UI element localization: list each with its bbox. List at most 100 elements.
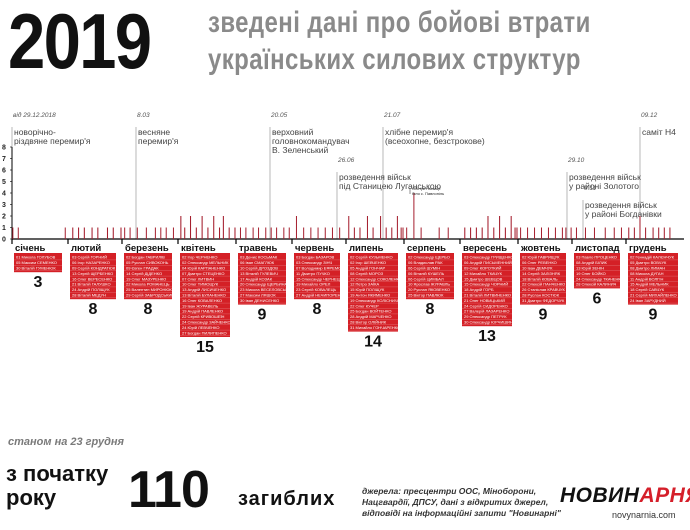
- bar-березень-14: [145, 227, 147, 239]
- bar-липень-25: [391, 227, 393, 239]
- name-entry: 22 Олексій ПАНЧЕНКО: [522, 282, 565, 287]
- name-entry: 15 Олександр ЧЕРНЕЦЬ: [296, 276, 343, 281]
- name-entry: 14 Сергій ДІДЕНКО: [126, 271, 162, 276]
- name-entry: 08 Дмитро ЛИМАН: [630, 266, 665, 271]
- bar-травень-10: [252, 227, 254, 239]
- bar-травень-23: [276, 227, 278, 239]
- name-entry: 06 Іван СМАГЛЮК: [240, 260, 275, 265]
- bar-листопад-8: [584, 227, 586, 239]
- site-url[interactable]: novynarnia.com: [612, 510, 676, 520]
- name-entry: 02 Ігор ШЕВЧЕНКО: [350, 260, 386, 265]
- event-text-2-1: головнокомандувач: [272, 136, 350, 146]
- bar-березень-22: [160, 227, 162, 239]
- name-entry: 07 Олег ЛИТВИН: [182, 276, 214, 281]
- event-text-6-1: у районі Золотого: [569, 181, 639, 191]
- bar-серпень-20: [438, 227, 440, 239]
- month-total-8: 13: [478, 328, 496, 345]
- year-title: 2019: [8, 0, 152, 85]
- name-entry: 31 Дмитро ФЕДОРЧУК: [522, 298, 565, 303]
- bar-вересень-3: [464, 227, 466, 239]
- bar-вересень-30: [516, 227, 518, 239]
- name-entry: 30 Іван ДЕНИСЕНКО: [240, 298, 279, 303]
- name-entry: 11 Дмитро ПУЧКО: [296, 271, 330, 276]
- name-entry: 19 Андрій ПАВЛЕНКО: [182, 309, 223, 314]
- event-text-7-0: розведення військ: [585, 200, 657, 210]
- month-label-10: листопад: [575, 243, 620, 254]
- name-entry: 15 Олександр ЧОРНИЙ: [464, 282, 508, 287]
- event-text-2-0: верховний: [272, 127, 314, 137]
- names-panel-11: [628, 253, 678, 305]
- month-label-9: жовтень: [520, 243, 561, 254]
- killed-label: загиблих: [238, 488, 336, 510]
- name-entry: 18 Андрій ГОРБ: [464, 287, 494, 292]
- bar-червень-19: [324, 227, 326, 239]
- name-entry: 13 Андрій ЛИСИЧЕНКО: [182, 287, 226, 292]
- name-entry: 21 Олег НОВИЦЬКИЙ: [464, 298, 505, 303]
- event-date-1: 8.03: [137, 112, 150, 119]
- event-text-7-1: у районі Богданівки: [585, 209, 662, 219]
- bar-липень-8: [359, 227, 361, 239]
- name-entry: 12 Михайло ТКАЧУК: [464, 271, 503, 276]
- name-entry: 10 Іван ДЕМЧУК: [522, 266, 553, 271]
- bar-жовтень-2: [520, 227, 522, 239]
- bars-layer: [12, 193, 671, 239]
- bar-березень-5: [129, 227, 131, 239]
- name-entry: 02 Богдан ГАВРИЛІВ: [126, 255, 165, 260]
- month-total-4: 9: [258, 307, 267, 324]
- bar-грудень-15: [652, 227, 654, 239]
- name-entry: 06 Віталій КУШЕЛЬ: [408, 271, 445, 276]
- since-start-label: з початку року: [6, 461, 109, 510]
- month-total-2: 8: [144, 301, 153, 318]
- y-tick-label: 7: [2, 156, 6, 163]
- month-total-0: 3: [34, 274, 43, 291]
- name-entry: 06 Сергій ЦИМБАЛ: [408, 276, 444, 281]
- event-text-3-1: (всеохопне, безстрокове): [385, 136, 485, 146]
- name-entry: 27 Андрій НЕЧИПОРЕНКО: [296, 293, 346, 298]
- name-entry: 12 Петро ЗАЇКА: [350, 282, 379, 287]
- name-entry: 14 Сергій ЗАЛІЗНЯК: [522, 271, 561, 276]
- novynarnia-logo[interactable]: НОВИНАРНЯ: [560, 484, 690, 508]
- name-entry: 27 Валерій ЛАЗАРЕНКО: [464, 309, 509, 314]
- bar-лютий-9: [83, 227, 85, 239]
- bar-вересень-21: [499, 216, 501, 239]
- name-entry: 06 Олег РЕВЕНКО: [522, 260, 557, 265]
- bar-серпень-10: [420, 227, 422, 239]
- bar-квітень-10: [195, 227, 197, 239]
- name-entry: 03 Олександр ЗІНЧ: [296, 260, 333, 265]
- name-entry: 07 Дмитро СТЕЦЕНКО: [182, 271, 224, 276]
- month-label-6: липень: [349, 243, 384, 254]
- month-label-8: вересень: [463, 243, 507, 254]
- as-of-date: станом на 23 грудня: [8, 436, 125, 448]
- name-entry: 28 Руслан КОСТЮК: [522, 293, 560, 298]
- bar-червень-27: [339, 227, 341, 239]
- y-tick-label: 3: [2, 202, 6, 209]
- name-entry: 30 Віталій ГУМЕНЮК: [16, 266, 56, 271]
- name-entry: 02 Геннадій КАЛЄНЧУК: [630, 255, 675, 260]
- event-text-1-1: перемир'я: [138, 136, 179, 146]
- name-entry: 08 Андрій БІЛИК: [576, 260, 607, 265]
- event-text-5-1: під Станицею Луганською: [339, 181, 442, 191]
- bar-травень-27: [283, 227, 285, 239]
- event-date-3: 21.07: [383, 112, 401, 119]
- bar-жовтень-6: [527, 227, 529, 239]
- month-label-7: серпень: [407, 243, 446, 254]
- bar-липень-19: [380, 216, 382, 239]
- bar-травень-20: [270, 227, 272, 239]
- month-axis: січень лютий березень квітень травень червень…: [11, 239, 667, 254]
- names-panel-0: [14, 253, 62, 273]
- name-entry: 19 Олег БОЙКО: [576, 271, 606, 276]
- title-line-2: українських силових структур: [208, 43, 581, 76]
- bar-жовтень-10: [534, 227, 536, 239]
- bar-квітень-2: [180, 216, 182, 239]
- name-entry: 15 Юрій ПОЛІЩУК: [350, 287, 385, 292]
- month-total-6: 14: [364, 334, 382, 351]
- bar-липень-31: [402, 227, 404, 239]
- name-entry: 28 Андрій МАРЧЕНКО: [350, 314, 392, 319]
- bar-листопад-24: [613, 227, 615, 239]
- month-label-4: травень: [239, 243, 277, 254]
- name-entry: 11 Андрій ВОЛГІН: [630, 276, 663, 281]
- name-entry: 24 Олександр ТКАЧЕНКО: [576, 276, 624, 281]
- bar-вересень-12: [481, 227, 483, 239]
- event-date-0: від 29.12.2018: [13, 111, 56, 119]
